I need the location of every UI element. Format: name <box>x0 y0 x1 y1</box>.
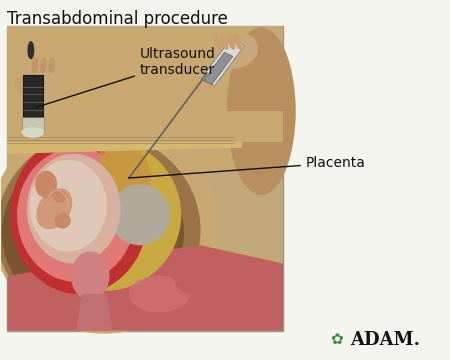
Ellipse shape <box>27 139 181 291</box>
Ellipse shape <box>27 154 121 264</box>
Ellipse shape <box>0 132 201 328</box>
Ellipse shape <box>0 114 217 334</box>
Polygon shape <box>76 294 112 330</box>
Text: Transabdominal procedure: Transabdominal procedure <box>7 10 228 28</box>
Text: ✿: ✿ <box>330 332 343 347</box>
Ellipse shape <box>111 151 136 181</box>
Ellipse shape <box>100 139 125 169</box>
Ellipse shape <box>226 32 235 50</box>
Ellipse shape <box>109 184 170 245</box>
Ellipse shape <box>48 57 55 74</box>
Polygon shape <box>7 245 284 330</box>
Text: ADAM.: ADAM. <box>351 330 421 348</box>
Ellipse shape <box>122 151 147 181</box>
Text: Placenta: Placenta <box>129 156 365 178</box>
Ellipse shape <box>234 32 242 50</box>
Text: Ultrasound
transducer: Ultrasound transducer <box>36 47 216 107</box>
Ellipse shape <box>36 188 72 229</box>
Ellipse shape <box>30 160 107 251</box>
Ellipse shape <box>122 163 147 193</box>
Ellipse shape <box>54 213 71 229</box>
Polygon shape <box>7 111 284 141</box>
Polygon shape <box>7 135 242 154</box>
Bar <box>7 26 284 330</box>
Ellipse shape <box>100 163 125 193</box>
Ellipse shape <box>100 151 125 181</box>
Ellipse shape <box>35 171 57 198</box>
Ellipse shape <box>111 139 136 169</box>
Ellipse shape <box>129 276 189 312</box>
Ellipse shape <box>22 127 44 138</box>
Polygon shape <box>203 53 233 84</box>
Ellipse shape <box>2 148 184 319</box>
Polygon shape <box>201 39 244 86</box>
Ellipse shape <box>18 59 63 102</box>
Ellipse shape <box>17 148 136 282</box>
Ellipse shape <box>111 163 136 193</box>
Ellipse shape <box>10 135 148 294</box>
Ellipse shape <box>96 145 151 212</box>
Ellipse shape <box>173 255 228 297</box>
Ellipse shape <box>220 32 229 50</box>
Ellipse shape <box>15 76 33 97</box>
Ellipse shape <box>40 57 47 74</box>
Ellipse shape <box>27 41 34 59</box>
Ellipse shape <box>209 31 258 69</box>
Ellipse shape <box>213 32 221 50</box>
Ellipse shape <box>227 27 296 195</box>
Ellipse shape <box>32 57 39 74</box>
Bar <box>22 75 43 123</box>
Polygon shape <box>7 26 284 172</box>
Bar <box>22 117 45 132</box>
Ellipse shape <box>53 190 67 203</box>
Ellipse shape <box>71 251 109 300</box>
